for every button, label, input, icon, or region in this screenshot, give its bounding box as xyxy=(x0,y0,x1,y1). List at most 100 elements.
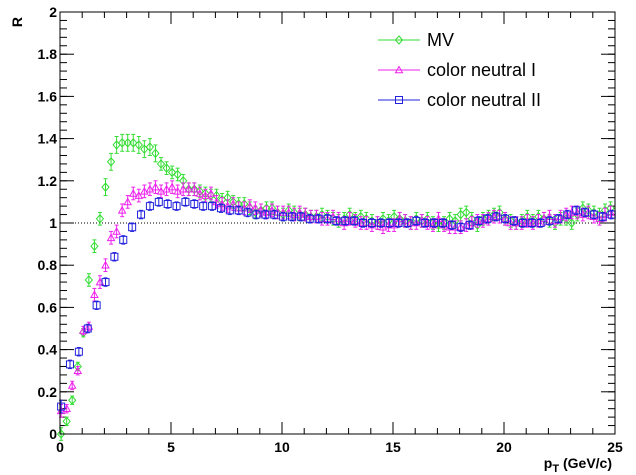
data-point xyxy=(173,169,182,180)
data-point xyxy=(287,212,296,221)
data-point xyxy=(163,200,172,209)
data-point xyxy=(517,218,527,227)
data-point xyxy=(567,218,576,228)
legend-entry: color neutral II xyxy=(427,90,541,110)
data-point xyxy=(341,216,350,225)
data-point xyxy=(117,205,127,214)
data-point xyxy=(62,416,71,427)
legend: MV color neutral I color neutral II xyxy=(378,30,541,110)
data-point xyxy=(430,219,439,227)
data-point xyxy=(129,138,138,148)
data-point xyxy=(119,235,128,244)
data-point xyxy=(167,182,177,191)
data-point xyxy=(90,290,99,299)
data-point xyxy=(483,214,492,223)
data-point xyxy=(385,219,394,227)
y-tick-label: 1.4 xyxy=(38,131,58,147)
data-point xyxy=(554,214,563,223)
data-point xyxy=(145,184,155,193)
data-point xyxy=(90,241,99,251)
data-point xyxy=(501,214,510,223)
data-point xyxy=(208,202,217,211)
data-point xyxy=(314,214,323,223)
data-point xyxy=(110,252,119,261)
y-tick-label: 0.4 xyxy=(38,342,58,358)
data-point xyxy=(151,148,160,159)
data-point xyxy=(473,216,482,225)
data-point xyxy=(65,360,74,369)
data-point xyxy=(206,188,216,197)
data-point xyxy=(145,142,155,152)
x-tick-label: 15 xyxy=(385,439,401,455)
data-point xyxy=(438,219,447,227)
x-tick-label: 25 xyxy=(607,439,623,455)
data-point xyxy=(134,191,144,199)
data-point xyxy=(359,219,368,227)
data-point xyxy=(212,197,221,206)
data-point xyxy=(68,395,77,405)
data-point xyxy=(367,219,376,227)
data-point xyxy=(128,188,138,197)
data-point xyxy=(84,321,94,330)
data-point xyxy=(95,214,105,224)
data-point xyxy=(545,216,554,225)
data-point xyxy=(474,216,483,225)
data-point xyxy=(106,233,116,242)
data-point xyxy=(478,216,488,225)
data-point xyxy=(376,219,385,227)
data-point xyxy=(345,214,355,223)
data-point xyxy=(536,219,545,227)
data-point xyxy=(279,212,288,221)
y-tick-label: 1.8 xyxy=(38,46,58,62)
data-point xyxy=(434,214,443,223)
data-point xyxy=(606,207,615,216)
data-point xyxy=(199,202,208,211)
x-axis-label-sub: T xyxy=(552,463,559,475)
data-point xyxy=(581,208,590,217)
data-point xyxy=(92,301,101,310)
data-point xyxy=(589,212,599,220)
x-axis-label-main: p xyxy=(544,455,553,471)
legend-marker xyxy=(395,96,403,104)
data-point xyxy=(350,216,359,225)
data-point xyxy=(412,216,421,225)
series-0 xyxy=(56,133,615,441)
data-point xyxy=(74,347,83,356)
y-tick-label: 1.2 xyxy=(38,173,58,189)
series-2 xyxy=(57,197,616,414)
data-point xyxy=(305,214,314,223)
data-point xyxy=(518,219,527,227)
data-point xyxy=(509,216,518,225)
data-point xyxy=(190,200,199,209)
data-point xyxy=(522,216,532,225)
data-point xyxy=(589,210,598,219)
data-point xyxy=(225,206,234,215)
data-point xyxy=(439,220,449,229)
y-tick-label: 0 xyxy=(49,426,57,442)
data-point xyxy=(106,157,116,167)
data-point xyxy=(572,207,582,216)
data-point xyxy=(189,184,199,193)
data-point xyxy=(112,226,121,235)
data-marks xyxy=(56,133,616,441)
data-point xyxy=(428,220,438,229)
data-point xyxy=(456,223,465,232)
data-point xyxy=(563,210,572,219)
y-tick-label: 1.6 xyxy=(38,88,58,104)
data-point xyxy=(84,275,94,285)
data-point xyxy=(403,219,412,227)
data-point xyxy=(156,159,166,169)
x-axis-label: pT (GeV/c) xyxy=(544,455,612,475)
legend-entry: MV xyxy=(427,30,454,50)
data-point xyxy=(270,210,279,219)
data-point xyxy=(492,212,501,221)
data-point xyxy=(421,219,430,227)
data-point xyxy=(78,326,88,334)
x-tick-label: 5 xyxy=(167,439,175,455)
data-point xyxy=(323,214,332,223)
data-point xyxy=(252,210,261,219)
data-point xyxy=(234,206,243,215)
data-point xyxy=(332,216,341,225)
y-tick-label: 0.6 xyxy=(38,299,58,315)
